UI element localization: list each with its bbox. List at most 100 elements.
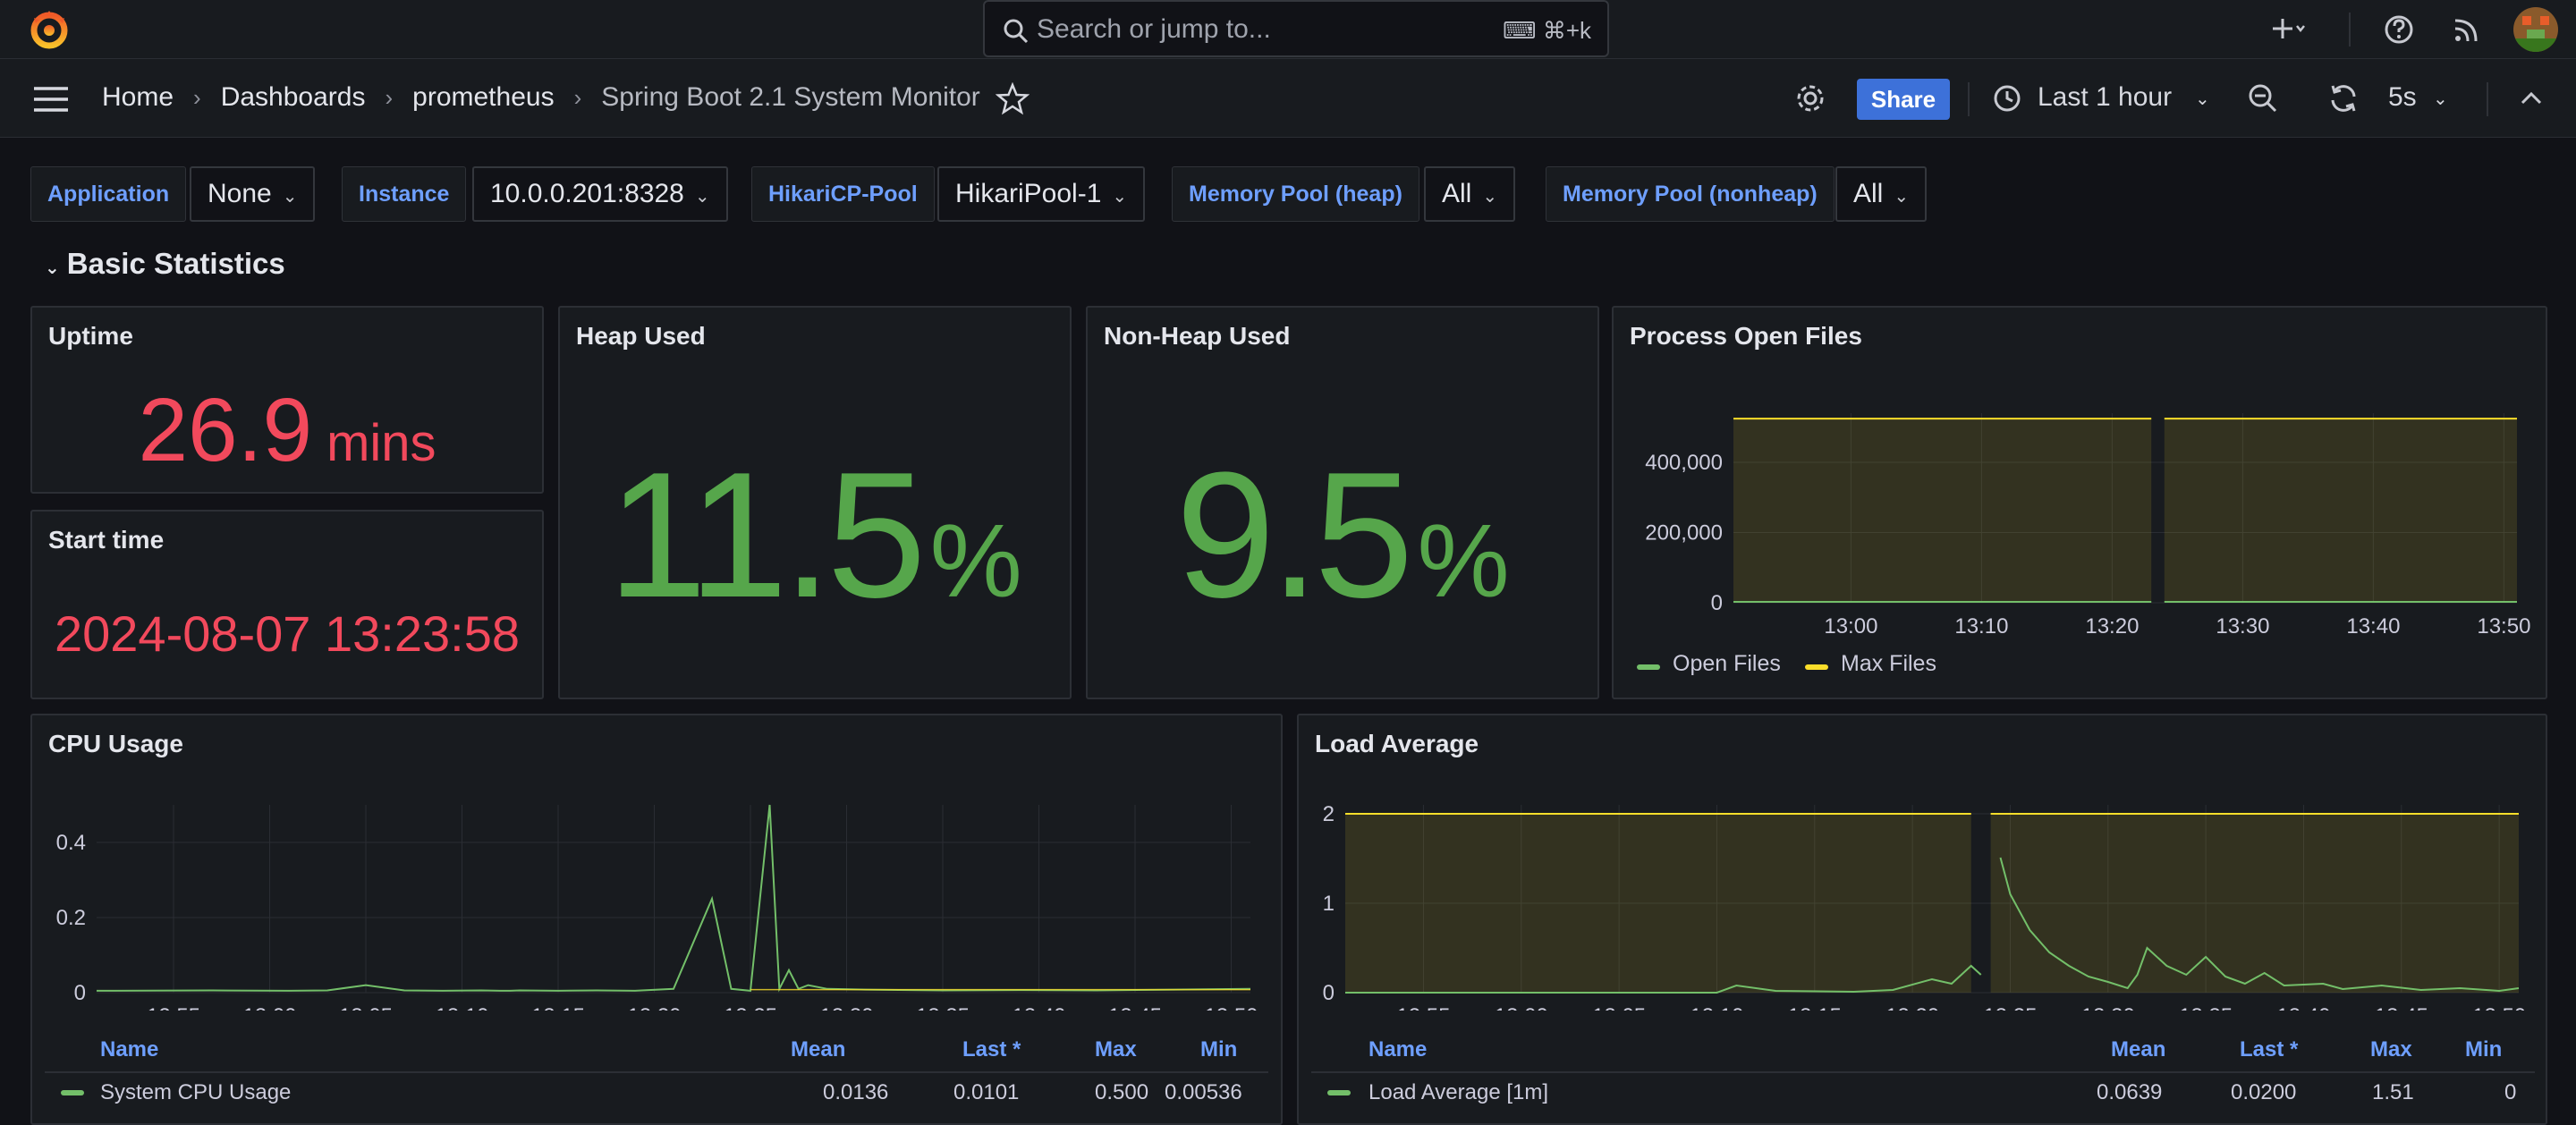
x-tick-label: 12:55: [147, 1004, 200, 1011]
plus-icon[interactable]: [2270, 12, 2306, 47]
series-name: System CPU Usage: [100, 1080, 292, 1104]
search-shortcut-keys: ⌘+k: [1542, 17, 1591, 44]
x-tick-label: 13:00: [1495, 1004, 1548, 1011]
x-tick-label: 13:10: [1954, 614, 2008, 639]
legend-item-open-files[interactable]: Open Files: [1637, 651, 1781, 677]
x-tick-label: 13:10: [435, 1004, 488, 1011]
x-tick-label: 13:50: [2472, 1004, 2526, 1011]
table-header-last[interactable]: Last *: [2240, 1037, 2299, 1062]
load-average-chart[interactable]: 12:55 13:00 13:05 13:10 13:15 13:20 13:25 13:30…: [1299, 715, 2546, 1011]
refresh-interval-picker[interactable]: 5s: [2388, 82, 2417, 112]
zoom-out-icon[interactable]: [2245, 80, 2281, 116]
panel-title: Start time: [48, 526, 165, 554]
y-tick-label: 0.4: [56, 831, 86, 855]
gear-icon[interactable]: [1792, 80, 1828, 116]
breadcrumb-folder[interactable]: prometheus: [412, 82, 555, 112]
series-max: 1.51: [2372, 1080, 2414, 1104]
table-header-min[interactable]: Min: [1200, 1037, 1238, 1062]
series-max: 0.500: [1095, 1080, 1149, 1104]
variable-select-application[interactable]: None ⌄: [190, 166, 316, 222]
table-header-min[interactable]: Min: [2465, 1037, 2503, 1062]
legend-item-max-files[interactable]: Max Files: [1805, 651, 1936, 677]
breadcrumb-home[interactable]: Home: [102, 82, 174, 112]
toolbar-divider: [2349, 13, 2351, 47]
refresh-icon[interactable]: [2326, 80, 2361, 116]
row-header-basic-statistics[interactable]: ⌄ Basic Statistics: [45, 247, 285, 281]
series-min: 0: [2504, 1080, 2517, 1104]
variable-select-memory-heap[interactable]: All ⌄: [1424, 166, 1516, 222]
table-header-mean[interactable]: Mean: [2111, 1037, 2166, 1062]
x-tick-label: 13:20: [627, 1004, 681, 1011]
series-line-load-1m: [1345, 964, 1982, 994]
dashboard-nav-bar: Home › Dashboards › prometheus › Spring …: [0, 59, 2576, 138]
table-header-mean[interactable]: Mean: [791, 1037, 846, 1062]
time-range-picker[interactable]: Last 1 hour: [2038, 82, 2173, 112]
variable-select-memory-nonheap[interactable]: All ⌄: [1835, 166, 1928, 222]
panel-cpu-usage: CPU Usage 12:55 13:00 13:05 13:10 13:15 13:20…: [30, 714, 1283, 1125]
news-icon[interactable]: [2449, 12, 2485, 47]
x-tick-label: 13:25: [1983, 1004, 2037, 1011]
variable-select-hikari-pool[interactable]: HikariPool-1 ⌄: [937, 166, 1146, 222]
avatar[interactable]: [2513, 7, 2558, 52]
table-header-max[interactable]: Max: [2370, 1037, 2412, 1062]
panel-title: Load Average: [1315, 730, 1479, 757]
series-line-load-1m: [1999, 857, 2520, 993]
top-bar: Search or jump to... ⌨ ⌘+k: [0, 0, 2576, 59]
table-header-last[interactable]: Last *: [962, 1037, 1021, 1062]
table-header-name[interactable]: Name: [1368, 1037, 1428, 1062]
x-tick-label: 13:05: [1592, 1004, 1646, 1011]
y-tick-label: 0: [74, 981, 86, 1005]
x-tick-label: 13:35: [2179, 1004, 2233, 1011]
search-shortcut: ⌨ ⌘+k: [1503, 17, 1591, 45]
heap-used-value: 11.5: [607, 436, 926, 635]
x-tick-label: 13:15: [531, 1004, 585, 1011]
uptime-unit: mins: [326, 414, 436, 472]
x-tick-label: 13:40: [1012, 1004, 1065, 1011]
variable-label-memory-heap: Memory Pool (heap): [1172, 166, 1419, 222]
start-time-value: 2024-08-07 13:23:58: [55, 605, 520, 662]
chevron-down-icon: ⌄: [45, 258, 60, 278]
uptime-value: 26.9: [138, 380, 313, 480]
row-title: Basic Statistics: [66, 247, 285, 280]
chevron-down-icon: ⌄: [694, 187, 710, 207]
x-tick-label: 13:30: [2216, 614, 2269, 639]
chevron-up-icon[interactable]: [2513, 80, 2549, 116]
panel-nonheap-used: Non-Heap Used 9.5%: [1086, 306, 1599, 699]
table-header-max[interactable]: Max: [1095, 1037, 1137, 1062]
menu-icon[interactable]: [32, 84, 70, 114]
breadcrumb-dashboards[interactable]: Dashboards: [220, 82, 366, 112]
x-tick-label: 13:50: [2477, 614, 2530, 639]
grafana-logo-icon[interactable]: [27, 7, 72, 52]
x-tick-label: 13:15: [1788, 1004, 1842, 1011]
star-icon[interactable]: [996, 82, 1030, 116]
variable-select-instance[interactable]: 10.0.0.201:8328 ⌄: [472, 166, 728, 222]
chevron-down-icon: ⌄: [1482, 187, 1498, 207]
variable-value-hikari-pool: HikariPool-1: [955, 179, 1102, 208]
open-files-chart[interactable]: 13:00 13:10 13:20 13:30 13:40 13:50 0 200,000 40…: [1614, 308, 2546, 647]
search-placeholder: Search or jump to...: [1037, 14, 1271, 44]
variable-label-application: Application: [30, 166, 187, 222]
series-name: Load Average [1m]: [1368, 1080, 1549, 1104]
y-tick-label: 400,000: [1645, 451, 1723, 475]
y-tick-label: 1: [1323, 892, 1335, 916]
x-tick-label: 13:30: [2081, 1004, 2135, 1011]
series-area-max-files: [2164, 419, 2517, 603]
series-last: 0.0200: [2231, 1080, 2297, 1104]
cpu-usage-chart[interactable]: 12:55 13:00 13:05 13:10 13:15 13:20 13:25 13:30…: [32, 715, 1281, 1011]
help-icon[interactable]: [2381, 12, 2417, 47]
legend-swatch: [1805, 664, 1828, 670]
variable-label-instance: Instance: [342, 166, 467, 222]
series-mean: 0.0136: [823, 1080, 889, 1104]
x-tick-label: 13:00: [1824, 614, 1877, 639]
panel-title: Uptime: [48, 322, 133, 350]
chevron-down-icon[interactable]: ⌄: [2433, 89, 2448, 109]
chevron-down-icon: ⌄: [282, 187, 298, 207]
table-header-name[interactable]: Name: [100, 1037, 159, 1062]
x-tick-label: 13:50: [1204, 1004, 1258, 1011]
search-box[interactable]: Search or jump to... ⌨ ⌘+k: [983, 0, 1609, 57]
share-button[interactable]: Share: [1857, 79, 1950, 120]
chevron-down-icon[interactable]: ⌄: [2195, 89, 2210, 109]
y-tick-label: 200,000: [1645, 520, 1723, 545]
x-tick-label: 13:20: [1885, 1004, 1939, 1011]
panel-title: Process Open Files: [1630, 322, 1862, 350]
